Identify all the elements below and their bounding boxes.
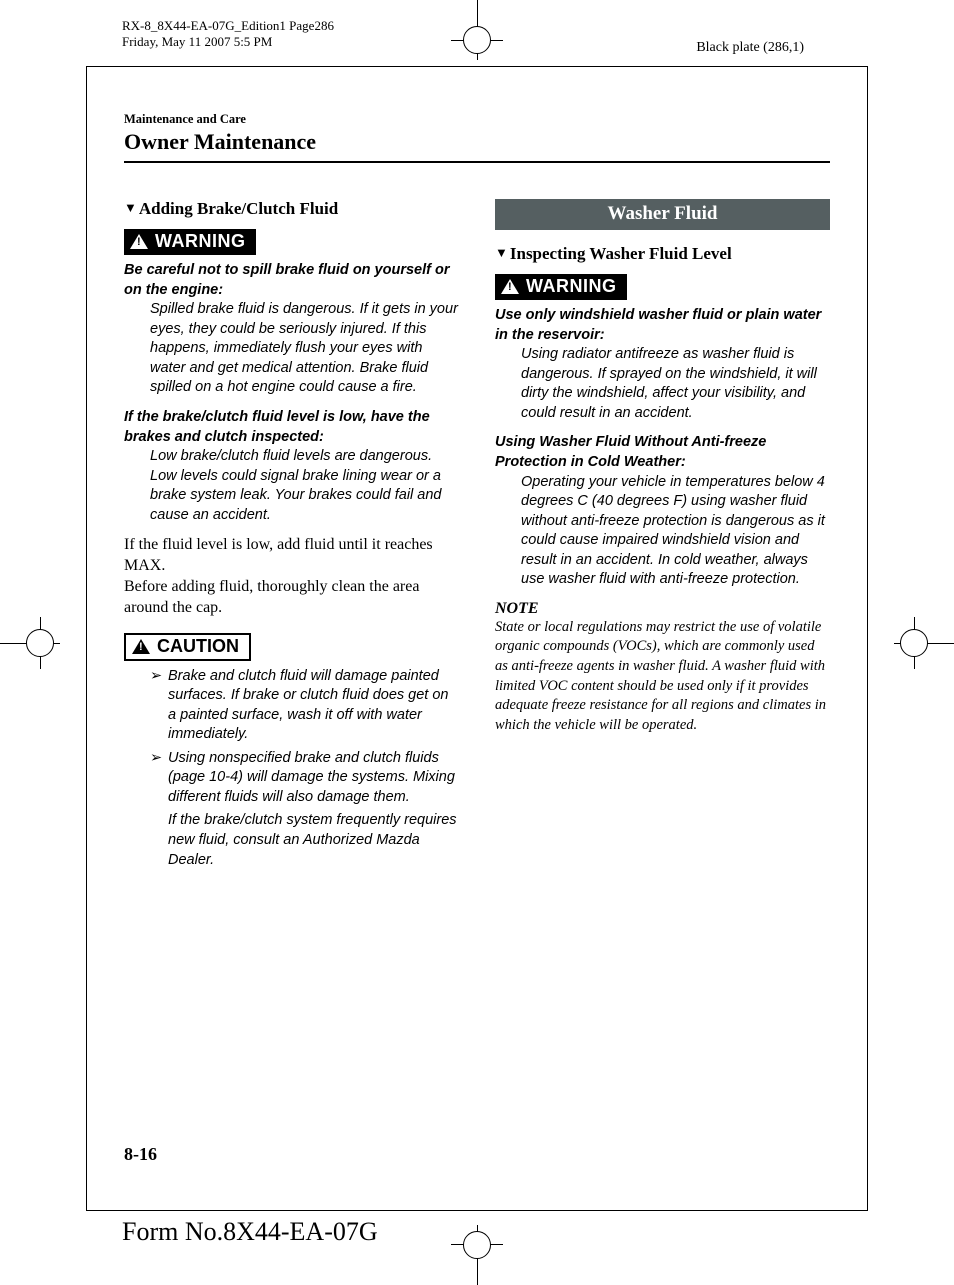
warning3-body: Using radiator antifreeze as washer flui… <box>521 345 830 423</box>
triangle-icon: ▼ <box>124 200 137 216</box>
list-item: ➢ Brake and clutch fluid will damage pai… <box>150 667 459 745</box>
registration-mark-right <box>894 623 954 663</box>
registration-mark-bottom <box>457 1225 497 1285</box>
list-item: ➢ Using nonspecified brake and clutch fl… <box>150 749 459 808</box>
header-meta: RX-8_8X44-EA-07G_Edition1 Page286 Friday… <box>122 18 334 51</box>
warning3-title: Use only windshield washer fluid or plai… <box>495 306 830 345</box>
registration-mark-top <box>457 0 497 60</box>
inset-title: Washer Fluid <box>495 199 830 230</box>
warning4-title: Using Washer Fluid Without Anti-freeze P… <box>495 433 830 472</box>
warning-label: WARNING <box>526 276 617 297</box>
right-column: Washer Fluid ▼Inspecting Washer Fluid Le… <box>495 199 830 870</box>
warning-badge: WARNING <box>124 229 256 255</box>
right-subhead: ▼Inspecting Washer Fluid Level <box>495 244 830 264</box>
list-item-tail: If the brake/clutch system frequently re… <box>150 811 459 870</box>
left-column: ▼Adding Brake/Clutch Fluid WARNING Be ca… <box>124 199 459 870</box>
form-number: Form No.8X44-EA-07G <box>122 1217 378 1247</box>
bullet-icon: ➢ <box>150 667 162 687</box>
section-label: Maintenance and Care <box>124 112 830 127</box>
warning4-body: Operating your vehicle in temperatures b… <box>521 473 830 590</box>
page-number: 8-16 <box>124 1144 157 1165</box>
note-heading: NOTE <box>495 600 830 618</box>
registration-mark-left <box>0 623 60 663</box>
warning-icon <box>501 279 519 294</box>
warning2-body: Low brake/clutch fluid levels are danger… <box>150 447 459 525</box>
page-content: Maintenance and Care Owner Maintenance ▼… <box>124 112 830 1175</box>
warning-badge: WARNING <box>495 274 627 300</box>
triangle-icon: ▼ <box>495 245 508 261</box>
timestamp: Friday, May 11 2007 5:5 PM <box>122 34 334 50</box>
warning-icon <box>130 234 148 249</box>
caution-icon <box>132 639 150 654</box>
warning-label: WARNING <box>155 231 246 252</box>
section-title: Owner Maintenance <box>124 129 830 163</box>
file-line: RX-8_8X44-EA-07G_Edition1 Page286 <box>122 18 334 34</box>
warning1-body: Spilled brake fluid is dangerous. If it … <box>150 300 459 398</box>
warning2-title: If the brake/clutch fluid level is low, … <box>124 408 459 447</box>
caution-badge: CAUTION <box>124 633 251 661</box>
warning1-title: Be careful not to spill brake fluid on y… <box>124 261 459 300</box>
bullet-icon: ➢ <box>150 749 162 769</box>
left-subhead: ▼Adding Brake/Clutch Fluid <box>124 199 459 219</box>
caution-list: ➢ Brake and clutch fluid will damage pai… <box>150 667 459 871</box>
plate-label: Black plate (286,1) <box>696 40 804 56</box>
body-text-1: If the fluid level is low, add fluid unt… <box>124 535 459 618</box>
note-body: State or local regulations may restrict … <box>495 618 830 735</box>
caution-label: CAUTION <box>157 636 239 657</box>
